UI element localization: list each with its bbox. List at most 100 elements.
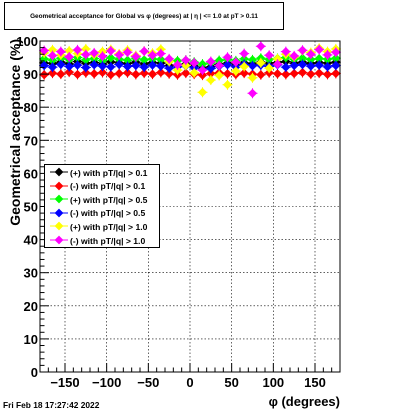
data-point <box>247 55 258 65</box>
data-point <box>156 67 166 78</box>
data-point <box>56 69 66 79</box>
x-tick-label: 50 <box>224 375 238 390</box>
data-markers <box>39 41 341 99</box>
data-point <box>147 60 158 70</box>
data-point <box>81 44 91 54</box>
data-point <box>331 60 341 71</box>
data-point <box>139 46 149 56</box>
y-tick-label: 70 <box>24 133 38 148</box>
data-point <box>139 62 149 72</box>
data-point <box>47 68 58 78</box>
data-point <box>106 62 116 72</box>
data-point <box>306 54 316 65</box>
y-axis-label: Geometrical acceptance (%) <box>7 39 23 226</box>
data-point <box>214 70 224 81</box>
data-point <box>181 68 191 78</box>
data-point <box>106 70 116 80</box>
data-point <box>131 60 141 71</box>
data-point <box>122 68 133 78</box>
data-point <box>256 70 266 80</box>
legend-marker <box>50 181 68 190</box>
data-point <box>72 69 83 80</box>
chart-title-text: Geometrical acceptance for Global vs φ (… <box>30 12 258 20</box>
data-point <box>64 67 74 77</box>
data-point <box>89 48 99 58</box>
legend-label: (-) with pT/|q| > 0.5 <box>70 208 146 219</box>
x-tick-label: −100 <box>92 375 121 390</box>
data-point <box>322 50 333 60</box>
data-point <box>314 68 324 78</box>
y-tick-label: 40 <box>24 233 38 248</box>
data-point <box>89 60 99 70</box>
legend-entry: (+) with pT/|q| > 0.5 <box>45 193 159 206</box>
data-point <box>281 46 291 57</box>
data-point <box>131 51 141 62</box>
x-tick-label: 150 <box>304 375 326 390</box>
legend-marker <box>50 194 68 204</box>
axis-ticks: −150 −100 −50 0 50 100 150 0 10 20 30 40 50 60 70 80 90 1… <box>16 34 333 390</box>
data-point <box>306 49 316 59</box>
data-point <box>147 50 158 60</box>
data-point <box>81 55 91 65</box>
data-point <box>39 70 49 80</box>
data-point <box>114 59 124 70</box>
data-point <box>122 47 133 57</box>
x-tick-label: 0 <box>186 375 193 390</box>
data-point <box>272 59 283 69</box>
data-point <box>106 53 116 63</box>
data-point <box>114 68 124 79</box>
y-tick-label: 10 <box>24 332 38 347</box>
data-point <box>331 47 341 57</box>
data-point <box>322 62 333 72</box>
data-point <box>64 61 74 72</box>
data-point <box>247 88 258 98</box>
data-point <box>331 53 341 63</box>
data-point <box>164 69 174 79</box>
data-point <box>139 68 149 78</box>
data-point <box>239 61 249 72</box>
data-point <box>206 63 216 74</box>
data-point <box>197 59 208 69</box>
data-point <box>164 54 174 64</box>
legend-entry: (-) with pT/|q| > 1.0 <box>45 234 159 247</box>
data-point <box>281 62 291 72</box>
legend-entry: (+) with pT/|q| > 0.1 <box>45 166 159 179</box>
data-point <box>239 54 249 64</box>
legend-marker <box>50 235 68 245</box>
timestamp-footer: Fri Feb 18 17:27:42 2022 <box>3 400 100 410</box>
data-point <box>314 53 324 64</box>
data-point <box>81 62 91 73</box>
data-point <box>272 54 283 64</box>
y-tick-label: 100 <box>16 34 38 49</box>
data-point <box>64 52 74 62</box>
data-point <box>314 60 324 70</box>
data-point <box>231 66 241 76</box>
legend-entry: (-) with pT/|q| > 0.1 <box>45 180 159 193</box>
data-point <box>314 45 324 55</box>
data-point <box>206 56 216 67</box>
data-point <box>164 63 174 73</box>
legend-label: (-) with pT/|q| > 1.0 <box>70 235 146 246</box>
y-tick-label: 80 <box>24 100 38 115</box>
data-point <box>122 61 133 72</box>
data-point <box>239 68 249 78</box>
data-point <box>214 60 224 71</box>
y-tick-label: 90 <box>24 67 38 82</box>
legend-label: (+) with pT/|q| > 0.5 <box>70 194 148 205</box>
data-point <box>172 65 183 75</box>
data-point <box>156 54 166 65</box>
data-point <box>222 80 233 90</box>
data-point <box>56 46 66 57</box>
data-point <box>222 69 233 79</box>
data-point <box>197 87 208 97</box>
y-tick-label: 20 <box>24 299 38 314</box>
legend: (+) with pT/|q| > 0.1 (-) with pT/|q| > 0… <box>44 164 160 248</box>
data-point <box>297 53 308 63</box>
data-point <box>206 75 216 85</box>
data-point <box>289 60 299 71</box>
data-point <box>181 55 191 65</box>
y-tick-label: 60 <box>24 166 38 181</box>
data-point <box>322 69 333 80</box>
data-point <box>272 69 283 79</box>
